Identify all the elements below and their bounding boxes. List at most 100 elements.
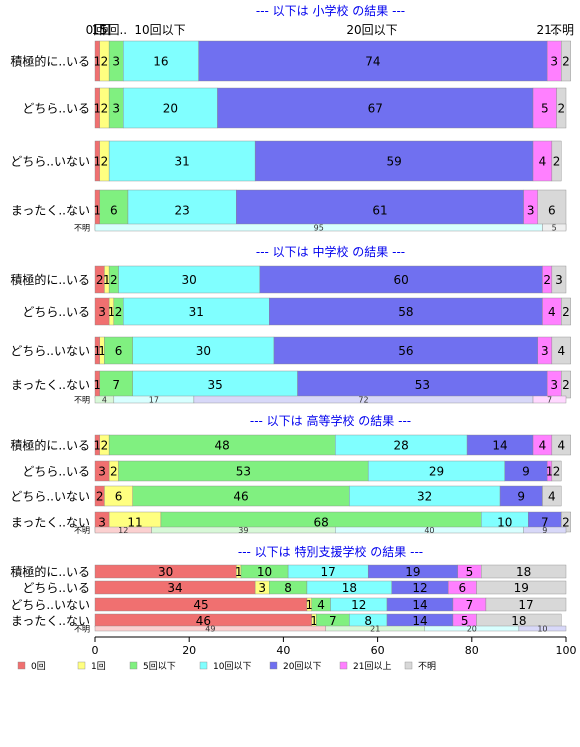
bar-segment — [118, 265, 261, 294]
data-label: 14 — [412, 614, 427, 628]
data-label: 5 — [541, 102, 549, 116]
legend-label: 0回 — [31, 661, 46, 672]
unknown-data-label: 5 — [552, 224, 557, 233]
data-label: 1 — [94, 204, 102, 218]
data-label: 3 — [98, 516, 106, 530]
data-label: 2 — [101, 55, 109, 69]
data-label: 28 — [394, 439, 409, 453]
data-label: 1 — [310, 614, 318, 628]
panel-title-1: --- 以下は 中学校 の結果 --- — [256, 244, 405, 259]
data-label: 30 — [158, 565, 173, 579]
data-label: 23 — [174, 204, 189, 218]
data-label: 74 — [365, 55, 380, 69]
data-label: 2 — [562, 378, 570, 392]
data-label: 6 — [110, 204, 118, 218]
data-label: 18 — [516, 565, 531, 579]
data-label: 20 — [163, 102, 178, 116]
data-label: 1 — [98, 344, 106, 358]
data-label: 2 — [553, 155, 561, 169]
data-label: 2 — [96, 490, 104, 504]
data-label: 7 — [112, 378, 120, 392]
data-label: 3 — [112, 102, 120, 116]
bar-segment — [551, 460, 562, 482]
x-tick-label: 80 — [465, 644, 479, 657]
category-label: 積極的に..いる — [10, 272, 90, 287]
data-label: 3 — [541, 344, 549, 358]
legend-label: 1回 — [91, 661, 106, 672]
bar-segment — [254, 140, 534, 182]
bar-segment — [561, 297, 571, 326]
data-label: 18 — [511, 614, 526, 628]
unknown-data-label: 95 — [314, 224, 324, 233]
header-label-1: 1回 — [92, 23, 112, 37]
bar-segment — [476, 580, 567, 595]
unknown-data-label: 9 — [542, 526, 547, 535]
category-label: まったく..ない — [11, 614, 90, 628]
data-label: 2 — [96, 273, 104, 287]
x-tick-label: 20 — [182, 644, 196, 657]
data-label: 35 — [207, 378, 222, 392]
bar-segment — [551, 265, 567, 294]
panel-title-2: --- 以下は 高等学校 の結果 --- — [250, 413, 411, 428]
bar-segment — [127, 189, 237, 231]
category-label: どちら..いない — [10, 490, 90, 504]
category-label: どちら..いる — [22, 102, 90, 116]
category-label: どちら..いる — [22, 305, 90, 319]
header-label-5: 21.. — [537, 23, 560, 37]
unknown-row-label: 不明 — [74, 224, 90, 233]
panel-title-3: --- 以下は 特別支援学校 の結果 --- — [238, 544, 423, 559]
x-tick-label: 60 — [371, 644, 385, 657]
data-label: 6 — [115, 344, 123, 358]
data-label: 8 — [364, 614, 372, 628]
unknown-bar-segment — [518, 625, 567, 632]
data-label: 29 — [429, 465, 444, 479]
category-label: 積極的に..いる — [10, 564, 90, 579]
header-label-4: 20回以下 — [346, 23, 397, 37]
data-label: 3 — [550, 378, 558, 392]
data-label: 5 — [466, 565, 474, 579]
data-label: 67 — [368, 102, 383, 116]
data-label: 46 — [233, 490, 248, 504]
unknown-data-label: 7 — [547, 396, 552, 405]
data-label: 2 — [562, 55, 570, 69]
bar-segment — [551, 434, 571, 456]
bar-segment — [273, 336, 538, 365]
category-label: まったく..ない — [11, 516, 90, 530]
data-label: 32 — [417, 490, 432, 504]
unknown-row-label: 不明 — [74, 625, 90, 634]
data-label: 1 — [94, 344, 102, 358]
data-label: 6 — [459, 581, 467, 595]
data-label: 10 — [257, 565, 272, 579]
category-label: どちら..いない — [10, 155, 90, 169]
legend-label: 不明 — [418, 661, 436, 672]
bar-segment — [551, 140, 562, 182]
data-label: 18 — [342, 581, 357, 595]
data-label: 1 — [94, 102, 102, 116]
data-label: 45 — [193, 598, 208, 612]
unknown-data-label: 39 — [238, 526, 248, 535]
data-label: 4 — [539, 439, 547, 453]
data-label: 4 — [557, 439, 565, 453]
data-label: 1 — [103, 273, 111, 287]
bar-segment — [198, 40, 548, 82]
bar-segment — [537, 189, 567, 231]
bar-segment — [551, 336, 571, 365]
legend-swatch — [199, 661, 208, 670]
data-label: 34 — [167, 581, 182, 595]
data-label: 46 — [196, 614, 211, 628]
data-label: 1 — [305, 598, 313, 612]
bar-segment — [556, 87, 567, 129]
legend-swatch — [129, 661, 138, 670]
data-label: 7 — [541, 516, 549, 530]
x-tick-label: 40 — [276, 644, 290, 657]
legend-label: 10回以下 — [213, 661, 251, 672]
bar-segment — [236, 189, 524, 231]
data-label: 5 — [461, 614, 469, 628]
data-label: 17 — [321, 565, 336, 579]
data-label: 53 — [236, 465, 251, 479]
data-label: 3 — [550, 55, 558, 69]
data-label: 1 — [94, 155, 102, 169]
data-label: 14 — [412, 598, 427, 612]
bar-segment — [99, 370, 133, 399]
